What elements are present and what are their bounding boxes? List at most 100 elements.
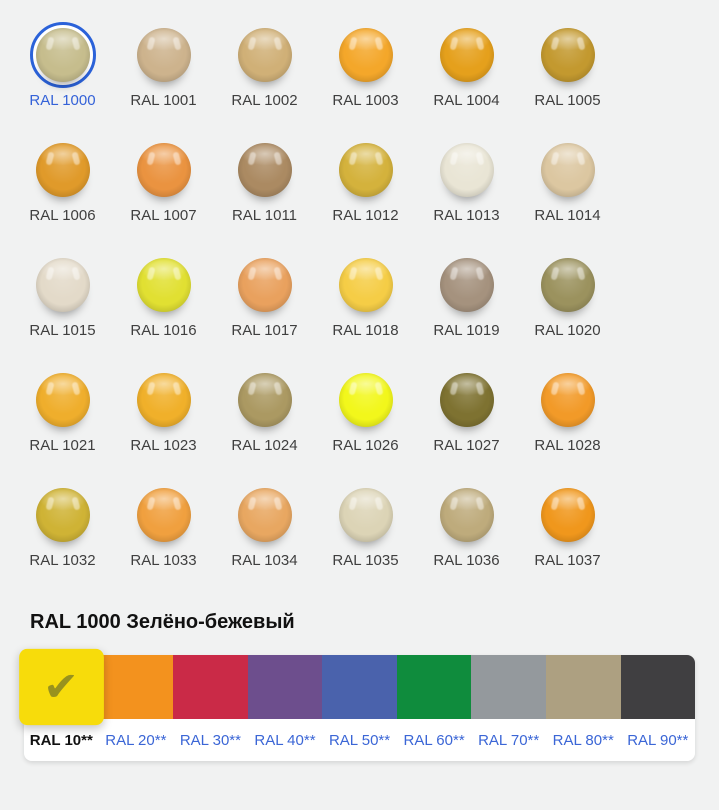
series-label[interactable]: RAL 80**	[552, 731, 614, 749]
series-label[interactable]: RAL 70**	[478, 731, 540, 749]
selection-ring	[535, 22, 601, 88]
color-tile[interactable]: RAL 1015	[12, 252, 113, 367]
series-swatch[interactable]: ✔	[98, 655, 174, 719]
series-label[interactable]: RAL 10**	[29, 731, 93, 749]
color-sphere-icon	[439, 258, 494, 312]
color-sphere-icon	[439, 28, 494, 82]
color-tile-label: RAL 1023	[130, 437, 197, 454]
color-tile-label: RAL 1002	[231, 92, 298, 109]
selection-ring	[434, 252, 500, 318]
color-tile[interactable]: RAL 1019	[416, 252, 517, 367]
series-label[interactable]: RAL 60**	[403, 731, 465, 749]
series-swatch[interactable]: ✔	[173, 655, 248, 719]
selection-ring	[434, 22, 500, 88]
selection-ring	[333, 367, 399, 433]
color-tile[interactable]: RAL 1014	[517, 137, 618, 252]
series-label-row: RAL 10** RAL 20** RAL 30** RAL 40** RAL 50**…	[24, 719, 695, 761]
color-tile-label: RAL 1005	[534, 92, 601, 109]
color-sphere-icon	[540, 143, 595, 197]
selection-ring	[232, 367, 298, 433]
selection-ring	[232, 482, 298, 548]
color-tile[interactable]: RAL 1037	[517, 482, 618, 597]
series-swatch[interactable]: ✔	[396, 655, 472, 719]
color-tile[interactable]: RAL 1011	[214, 137, 315, 252]
color-tile-label: RAL 1003	[332, 92, 399, 109]
selection-ring	[30, 252, 96, 318]
color-sphere-icon	[540, 373, 595, 427]
color-tile[interactable]: RAL 1004	[416, 22, 517, 137]
color-tile[interactable]: RAL 1017	[214, 252, 315, 367]
color-tile-label: RAL 1018	[332, 322, 399, 339]
color-tile[interactable]: RAL 1005	[517, 22, 618, 137]
selection-ring	[333, 22, 399, 88]
color-tile[interactable]: RAL 1016	[113, 252, 214, 367]
color-sphere-icon	[136, 28, 191, 82]
series-swatch[interactable]: ✔	[247, 655, 323, 719]
color-tile[interactable]: RAL 1013	[416, 137, 517, 252]
series-label[interactable]: RAL 40**	[254, 731, 316, 749]
selection-ring	[29, 22, 96, 88]
color-tile-label: RAL 1014	[534, 207, 601, 224]
selection-ring	[333, 482, 399, 548]
color-tile[interactable]: RAL 1001	[113, 22, 214, 137]
series-label[interactable]: RAL 90**	[627, 731, 689, 749]
color-tile[interactable]: RAL 1006	[12, 137, 113, 252]
color-sphere-grid: RAL 1000 RAL 1001 RAL 1002 RAL 1003 RAL …	[0, 0, 719, 597]
color-tile[interactable]: RAL 1033	[113, 482, 214, 597]
color-tile-label: RAL 1024	[231, 437, 298, 454]
series-swatch[interactable]: ✔	[322, 655, 397, 719]
color-tile-label: RAL 1004	[433, 92, 500, 109]
color-tile[interactable]: RAL 1034	[214, 482, 315, 597]
series-label[interactable]: RAL 20**	[105, 731, 167, 749]
selection-ring	[131, 482, 197, 548]
color-tile[interactable]: RAL 1035	[315, 482, 416, 597]
color-tile[interactable]: RAL 1012	[315, 137, 416, 252]
color-tile-label: RAL 1026	[332, 437, 399, 454]
selection-ring	[434, 482, 500, 548]
selection-ring	[434, 367, 500, 433]
color-tile-label: RAL 1006	[29, 207, 96, 224]
color-tile[interactable]: RAL 1032	[12, 482, 113, 597]
series-swatch[interactable]: ✔	[545, 655, 621, 719]
color-tile[interactable]: RAL 1026	[315, 367, 416, 482]
color-tile[interactable]: RAL 1000	[12, 22, 113, 137]
selection-ring	[535, 482, 601, 548]
color-tile-label: RAL 1034	[231, 552, 298, 569]
color-sphere-icon	[35, 28, 90, 82]
color-tile-label: RAL 1032	[29, 552, 96, 569]
color-tile[interactable]: RAL 1018	[315, 252, 416, 367]
color-sphere-icon	[439, 143, 494, 197]
color-tile[interactable]: RAL 1027	[416, 367, 517, 482]
series-swatch[interactable]: ✔	[19, 648, 104, 726]
color-tile-label: RAL 1033	[130, 552, 197, 569]
color-sphere-icon	[35, 143, 90, 197]
color-tile[interactable]: RAL 1007	[113, 137, 214, 252]
color-tile[interactable]: RAL 1028	[517, 367, 618, 482]
color-sphere-icon	[136, 258, 191, 312]
color-sphere-icon	[338, 28, 393, 82]
color-tile[interactable]: RAL 1024	[214, 367, 315, 482]
color-sphere-icon	[540, 258, 595, 312]
series-label[interactable]: RAL 30**	[179, 731, 241, 749]
series-swatch[interactable]: ✔	[620, 655, 696, 719]
color-sphere-icon	[237, 373, 292, 427]
series-swatch[interactable]: ✔	[471, 655, 546, 719]
selection-ring	[232, 137, 298, 203]
color-tile[interactable]: RAL 1020	[517, 252, 618, 367]
series-swatch-row: ✔ ✔ ✔ ✔ ✔ ✔ ✔ ✔ ✔	[19, 648, 696, 726]
color-tile[interactable]: RAL 1021	[12, 367, 113, 482]
selection-ring	[131, 367, 197, 433]
color-tile[interactable]: RAL 1002	[214, 22, 315, 137]
color-tile-label: RAL 1019	[433, 322, 500, 339]
color-tile[interactable]: RAL 1023	[113, 367, 214, 482]
selection-ring	[535, 252, 601, 318]
selection-ring	[333, 252, 399, 318]
color-tile[interactable]: RAL 1003	[315, 22, 416, 137]
color-sphere-icon	[540, 28, 595, 82]
series-label[interactable]: RAL 50**	[328, 731, 391, 749]
color-tile-label: RAL 1017	[231, 322, 298, 339]
color-tile[interactable]: RAL 1036	[416, 482, 517, 597]
color-tile-label: RAL 1012	[332, 207, 399, 224]
color-sphere-icon	[136, 143, 191, 197]
color-sphere-icon	[338, 488, 393, 542]
